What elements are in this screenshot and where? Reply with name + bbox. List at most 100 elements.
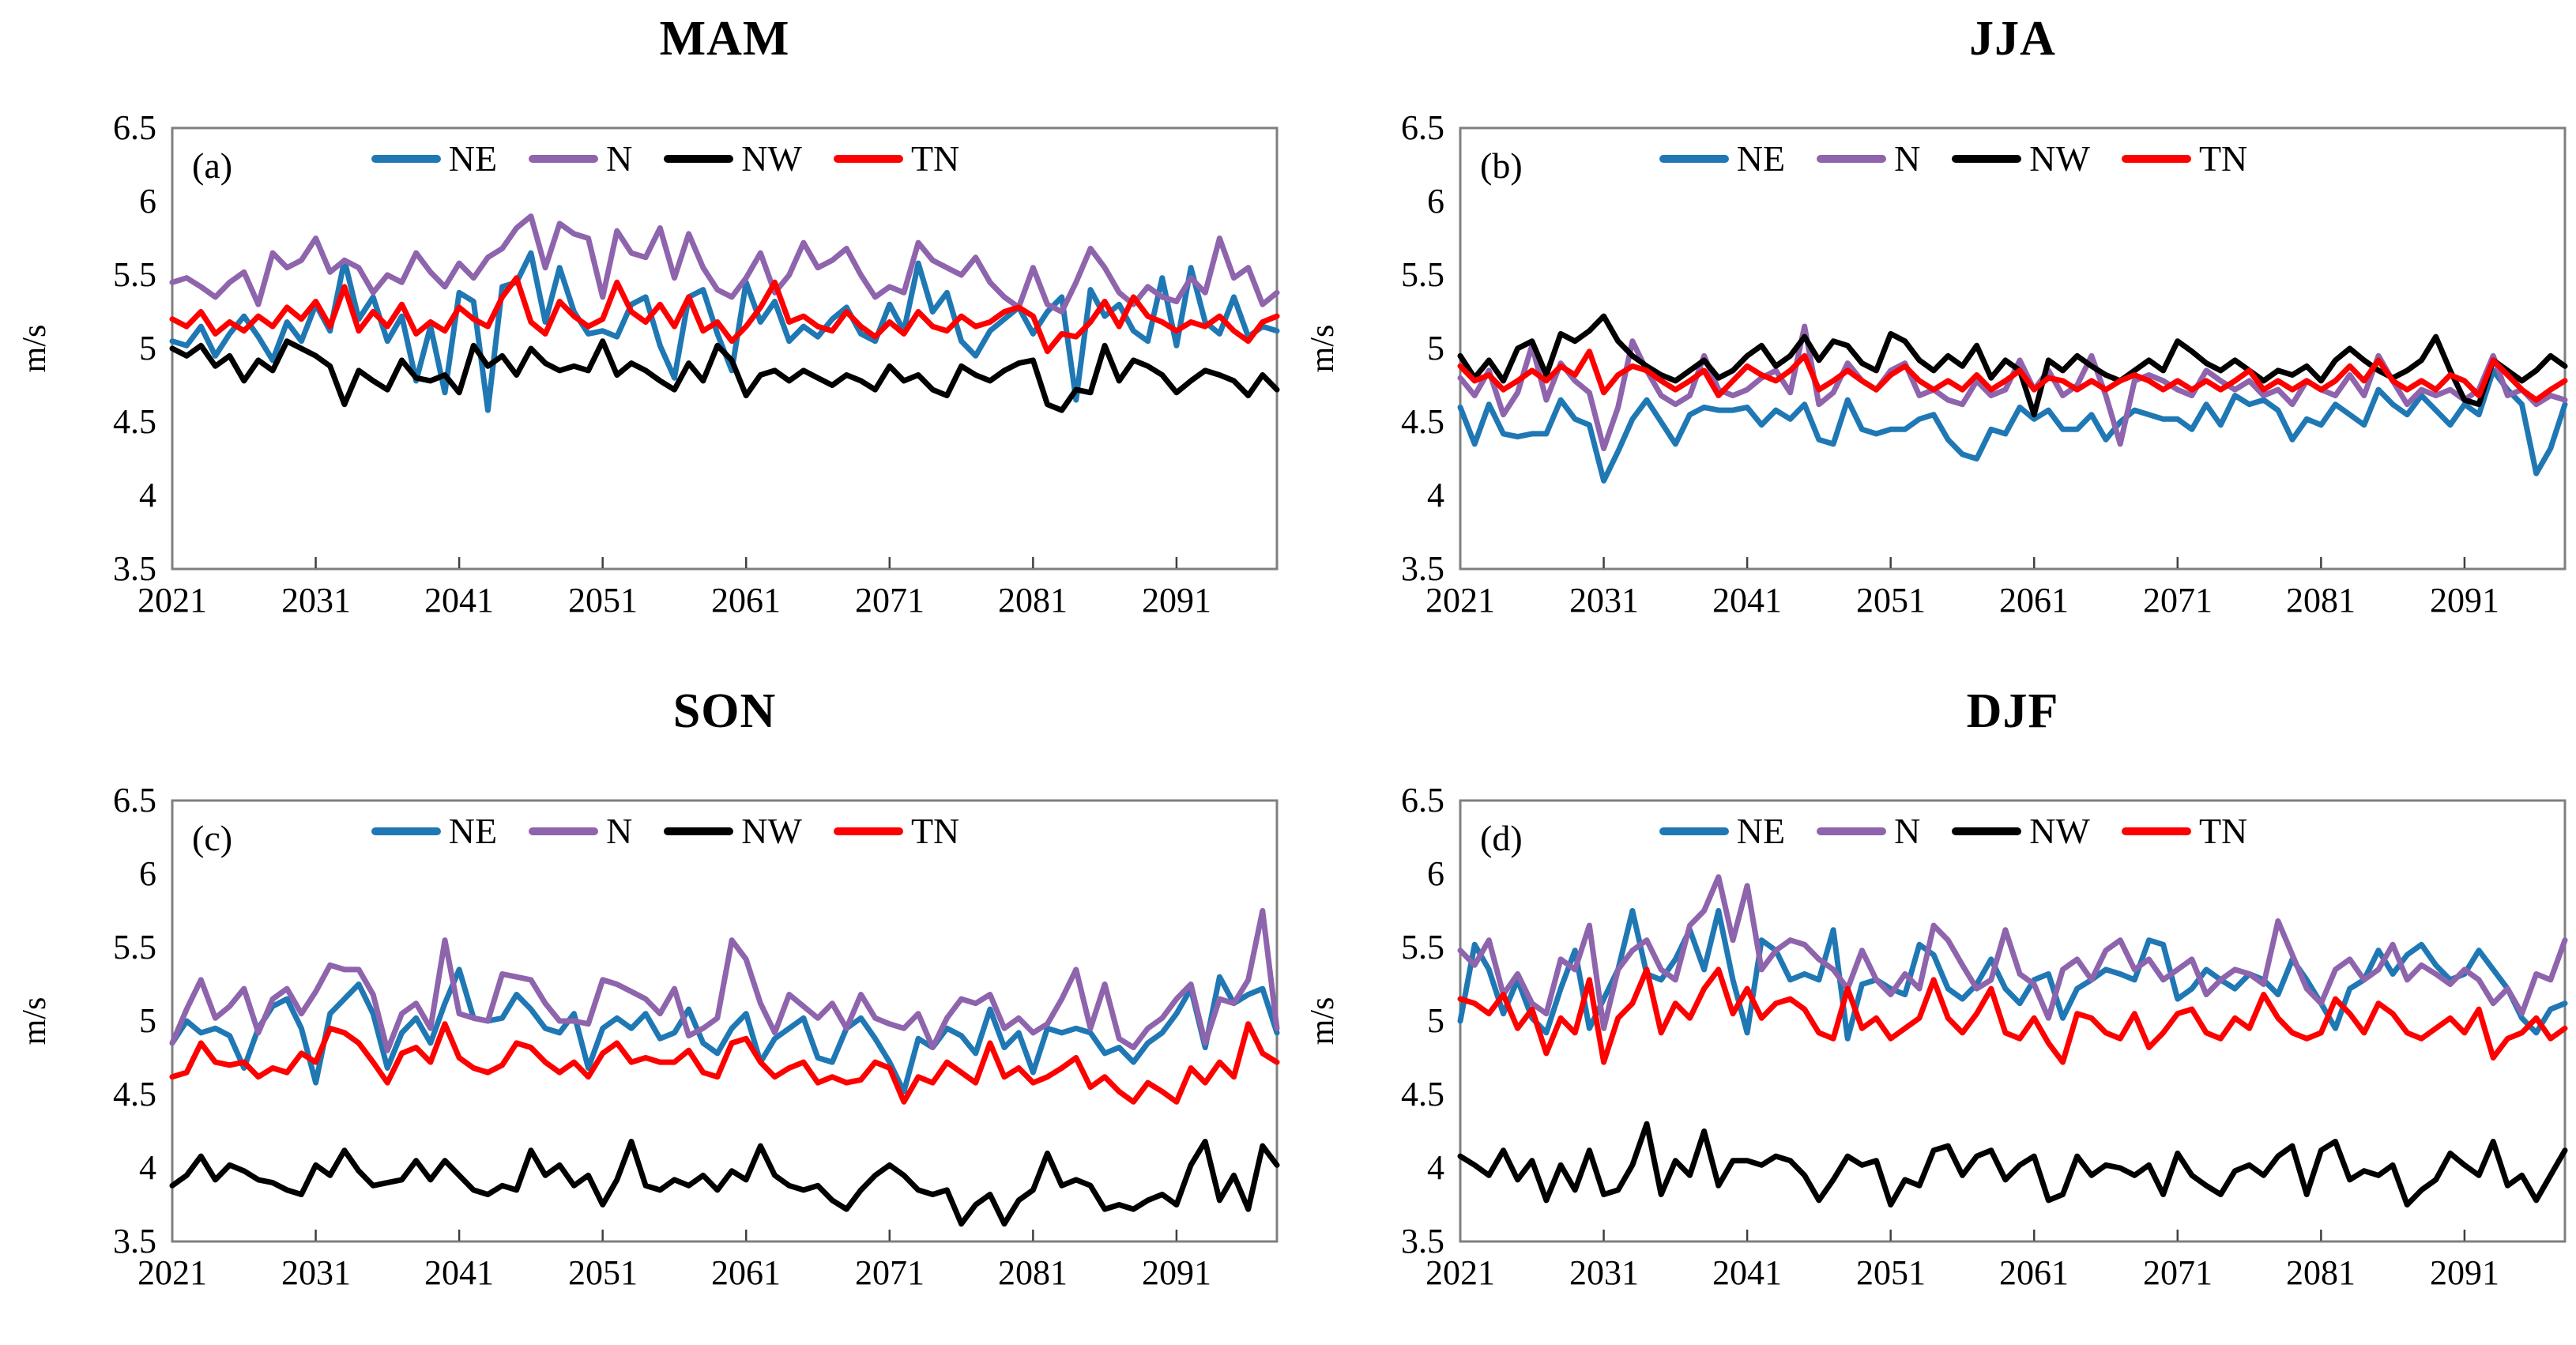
x-tick-label: 2061: [711, 1253, 781, 1292]
series-line-N: [169, 908, 1280, 1053]
panel-title-mam: MAM: [659, 12, 790, 66]
y-tick-label: 5: [139, 1001, 156, 1040]
legend-swatch-ne: [1659, 155, 1729, 163]
legend-swatch-tn: [833, 155, 903, 163]
y-tick-label: 4.5: [113, 402, 156, 441]
x-tick-label: 2031: [281, 581, 351, 620]
y-tick-label: 5.5: [113, 255, 156, 294]
series-line-NE: [1457, 367, 2568, 484]
x-tick-label: 2081: [2286, 1253, 2356, 1292]
legend-item-nw: NW: [1952, 141, 2090, 177]
x-tick-label: 2031: [1569, 581, 1639, 620]
plot-area-son: [169, 799, 1280, 1243]
x-tick-label: 2091: [2430, 581, 2499, 620]
legend-item-ne: NE: [371, 813, 497, 850]
series-line-NW: [1457, 313, 2568, 418]
x-tick-label: 2021: [137, 1253, 207, 1292]
x-tick-label: 2081: [2286, 581, 2356, 620]
legend-label-ne: NE: [448, 138, 498, 179]
x-tick-label: 2091: [1142, 1253, 1211, 1292]
x-tick-label: 2091: [2430, 1253, 2499, 1292]
x-tick-label: 2051: [1856, 581, 1926, 620]
y-tick-label: 6.5: [1401, 108, 1444, 147]
legend-label-n: N: [1894, 811, 1921, 851]
x-tick-label: 2041: [1712, 581, 1782, 620]
legend-swatch-nw: [1952, 155, 2022, 163]
legend: NE N NW TN: [1401, 804, 2506, 859]
panel-letter: (d): [1480, 818, 1523, 858]
x-tick-label: 2051: [568, 1253, 638, 1292]
legend-item-n: N: [1817, 141, 1920, 177]
x-tick-label: 2031: [1569, 1253, 1639, 1292]
series-line-NW: [169, 1139, 1280, 1227]
legend-label-ne: NE: [1736, 138, 1786, 179]
y-tick-label: 4: [1427, 1148, 1444, 1187]
y-tick-label: 4: [1427, 476, 1444, 514]
panel-title-djf: DJF: [1966, 684, 2059, 738]
y-tick-label: 4: [139, 1148, 156, 1187]
series-line-N: [169, 213, 1280, 315]
y-tick-label: 5: [1427, 1001, 1444, 1040]
legend-item-n: N: [529, 141, 632, 177]
x-tick-label: 2021: [1425, 1253, 1495, 1292]
legend-swatch-tn: [2121, 155, 2191, 163]
x-tick-label: 2041: [424, 1253, 494, 1292]
series-line-NW: [1457, 1121, 2568, 1207]
x-tick-label: 2091: [1142, 581, 1211, 620]
legend-label-tn: TN: [910, 138, 960, 179]
y-tick-label: 4.5: [1401, 1075, 1444, 1113]
y-tick-label: 6: [139, 182, 156, 220]
series-line-N: [1457, 874, 2568, 1031]
panel-letter: (c): [192, 818, 233, 858]
legend-item-ne: NE: [371, 141, 497, 177]
x-tick-label: 2051: [1856, 1253, 1926, 1292]
x-tick-label: 2071: [855, 581, 925, 620]
plot-area-djf: [1457, 799, 2568, 1243]
legend-swatch-ne: [371, 827, 441, 835]
legend-item-tn: TN: [2121, 138, 2248, 179]
series-line-NE: [169, 966, 1280, 1094]
legend: NE N NW TN: [113, 804, 1218, 859]
legend-label-n: N: [1894, 138, 1921, 179]
legend-label-nw: NW: [2029, 811, 2090, 851]
y-tick-label: 5: [139, 329, 156, 367]
x-tick-label: 2061: [1999, 581, 2069, 620]
y-tick-label: 6: [1427, 854, 1444, 893]
legend-swatch-nw: [664, 827, 734, 835]
y-tick-label: 3.5: [1401, 1222, 1444, 1260]
panel-mam: MAM m/s (a) NE N NW TN 6.5 6 5.5 5 4.5 4…: [0, 0, 1288, 672]
y-tick-label: 5.5: [1401, 255, 1444, 294]
x-tick-label: 2041: [424, 581, 494, 620]
y-tick-label: 5: [1427, 329, 1444, 367]
legend-swatch-n: [1817, 827, 1887, 835]
y-tick-label: 4: [139, 476, 156, 514]
legend-label-nw: NW: [2029, 138, 2090, 179]
panel-letter: (b): [1480, 145, 1523, 186]
x-tick-label: 2061: [711, 581, 781, 620]
series-line-TN: [1457, 348, 2568, 403]
legend: NE N NW TN: [1401, 131, 2506, 186]
legend-swatch-nw: [1952, 827, 2022, 835]
legend-item-ne: NE: [1659, 141, 1785, 177]
legend: NE N NW TN: [113, 131, 1218, 186]
legend-label-tn: TN: [2198, 138, 2248, 179]
x-tick-label: 2041: [1712, 1253, 1782, 1292]
y-tick-label: 3.5: [113, 549, 156, 588]
legend-label-ne: NE: [448, 811, 498, 851]
legend-swatch-tn: [833, 827, 903, 835]
legend-swatch-n: [529, 155, 599, 163]
x-tick-label: 2071: [2143, 1253, 2213, 1292]
x-tick-label: 2081: [998, 581, 1068, 620]
x-tick-label: 2071: [2143, 581, 2213, 620]
panel-jja: JJA m/s (b) NE N NW TN 6.5 6 5.5 5 4.5 4…: [1288, 0, 2576, 672]
legend-label-tn: TN: [910, 811, 960, 851]
legend-swatch-n: [529, 827, 599, 835]
x-tick-label: 2031: [281, 1253, 351, 1292]
legend-label-n: N: [606, 811, 633, 851]
series-line-NW: [169, 338, 1280, 413]
panel-djf: DJF m/s (d) NE N NW TN 6.5 6 5.5 5 4.5 4…: [1288, 672, 2576, 1345]
legend-label-tn: TN: [2198, 811, 2248, 851]
y-tick-label: 3.5: [113, 1222, 156, 1260]
legend-item-n: N: [529, 813, 632, 850]
series-line-TN: [169, 1021, 1280, 1105]
